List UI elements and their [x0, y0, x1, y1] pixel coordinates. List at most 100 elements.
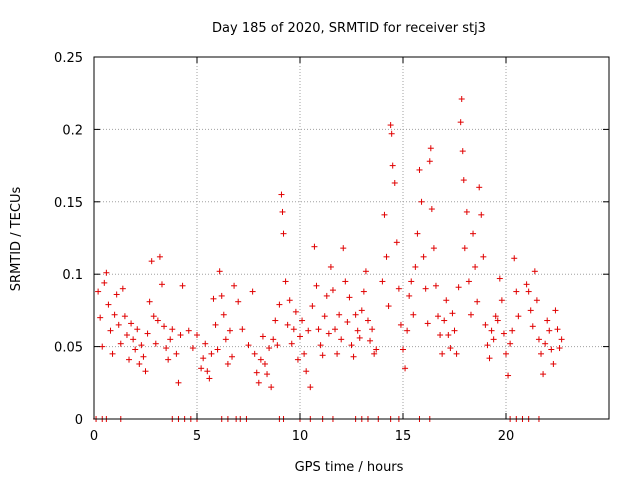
- data-point: [432, 282, 439, 289]
- data-point: [194, 332, 200, 339]
- data-point: [200, 355, 207, 362]
- data-point: [412, 263, 419, 270]
- data-point: [303, 368, 310, 375]
- data-point: [136, 360, 143, 367]
- data-point: [297, 333, 303, 340]
- x-axis-label: GPS time / hours: [295, 460, 404, 475]
- data-point: [327, 263, 334, 270]
- data-point: [408, 278, 415, 285]
- data-point: [550, 360, 557, 367]
- data-point: [540, 371, 547, 378]
- data-point: [420, 253, 427, 260]
- data-point: [441, 317, 448, 324]
- data-point: [115, 321, 122, 328]
- data-point: [212, 321, 219, 328]
- data-point: [222, 336, 229, 343]
- data-point: [340, 245, 347, 252]
- data-point: [123, 332, 130, 339]
- y-tick-label: 0: [75, 413, 83, 428]
- data-point: [179, 282, 186, 289]
- data-point: [334, 350, 341, 357]
- data-point: [280, 230, 287, 237]
- x-tick-label: 5: [193, 429, 201, 444]
- data-point: [132, 346, 139, 353]
- data-point: [177, 332, 184, 339]
- data-point: [220, 311, 227, 318]
- data-point: [461, 245, 468, 252]
- data-point: [185, 327, 192, 334]
- data-point: [554, 326, 561, 333]
- data-point: [235, 298, 242, 305]
- data-point: [307, 384, 314, 391]
- data-point: [167, 336, 174, 343]
- data-point: [158, 281, 165, 288]
- x-tick-label: 10: [292, 429, 309, 444]
- data-point: [488, 327, 495, 334]
- data-point: [268, 384, 275, 391]
- data-point: [478, 211, 485, 218]
- data-point: [161, 323, 168, 330]
- data-point: [342, 278, 349, 285]
- data-point: [435, 313, 442, 320]
- data-point: [309, 303, 316, 310]
- data-point: [294, 356, 301, 363]
- data-point: [210, 295, 217, 302]
- data-point: [299, 317, 306, 324]
- data-point: [509, 327, 516, 334]
- data-point: [500, 330, 507, 337]
- data-point: [422, 285, 429, 292]
- data-point: [323, 292, 330, 299]
- data-point: [344, 318, 351, 325]
- data-point: [163, 345, 170, 352]
- data-point: [513, 288, 520, 295]
- data-point: [507, 340, 514, 347]
- data-point: [484, 342, 491, 349]
- data-point: [556, 345, 563, 352]
- data-point: [109, 350, 116, 357]
- x-tick-label: 0: [90, 429, 98, 444]
- data-point: [535, 336, 542, 343]
- data-point: [140, 353, 147, 360]
- data-point: [379, 278, 386, 285]
- data-point: [224, 360, 231, 367]
- data-point: [261, 360, 268, 367]
- data-point: [496, 275, 503, 282]
- data-point: [439, 350, 446, 357]
- data-point: [525, 288, 532, 295]
- data-point: [274, 342, 281, 349]
- data-point: [99, 343, 106, 350]
- data-point: [354, 327, 361, 334]
- data-point: [404, 327, 411, 334]
- data-point: [533, 297, 540, 304]
- data-point: [406, 292, 413, 299]
- data-point: [529, 323, 536, 330]
- data-point: [395, 285, 402, 292]
- data-point: [229, 353, 236, 360]
- data-point: [472, 263, 479, 270]
- data-point: [276, 301, 283, 308]
- data-point: [173, 350, 180, 357]
- data-point: [346, 294, 353, 301]
- data-point: [290, 326, 297, 333]
- data-point: [463, 208, 470, 215]
- data-point: [286, 297, 293, 304]
- plot-frame: [93, 56, 610, 420]
- data-point: [319, 352, 326, 359]
- data-point: [388, 130, 395, 137]
- data-point: [457, 119, 464, 126]
- data-point: [101, 279, 108, 286]
- data-point: [266, 345, 273, 352]
- data-point: [453, 350, 460, 357]
- data-point: [251, 350, 258, 357]
- x-tick-label: 20: [498, 429, 515, 444]
- data-point: [138, 342, 145, 349]
- data-point: [259, 333, 266, 340]
- data-point: [350, 353, 357, 360]
- data-point: [430, 245, 437, 252]
- data-point: [189, 345, 196, 352]
- data-point: [369, 326, 376, 333]
- data-point: [128, 320, 135, 327]
- data-point: [515, 313, 522, 320]
- data-point: [447, 345, 454, 352]
- data-point: [426, 158, 433, 165]
